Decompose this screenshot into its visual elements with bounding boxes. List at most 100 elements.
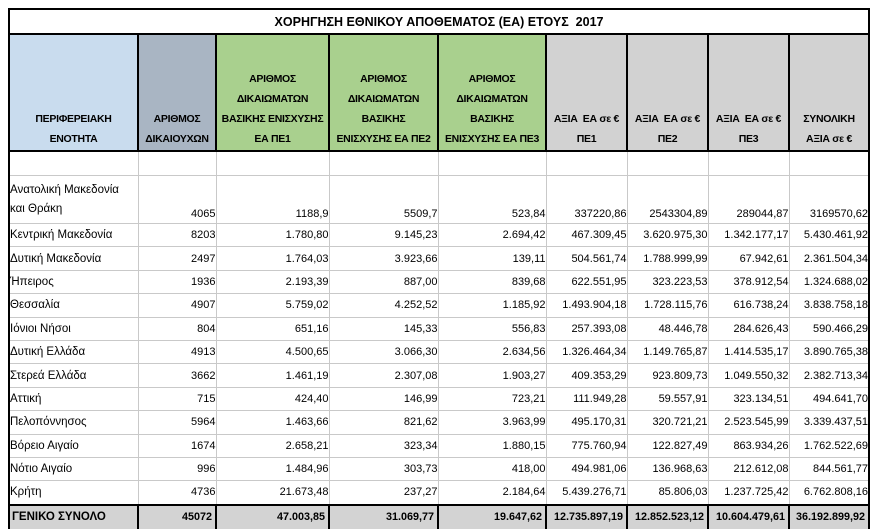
empty-cell-value-pe1 (545, 150, 628, 176)
cell-total-value: 590.466,29 (788, 316, 870, 341)
cell-beneficiaries: 2497 (137, 246, 217, 271)
cell-value-pe3: 1.237.725,42 (707, 480, 790, 506)
cell-value-pe1: 5.439.276,71 (545, 480, 628, 506)
cell-rights-pe3: 1.185,92 (437, 293, 547, 318)
cell-rights-pe3: 139,11 (437, 246, 547, 271)
cell-value-pe2: 923.809,73 (626, 363, 709, 388)
grand-total-rights-pe1: 47.003,85 (215, 503, 330, 529)
region-name: Στερεά Ελλάδα (8, 363, 139, 388)
table-row: Αττική 715 424,40 146,99 723,21 111.949,28 59.… (8, 386, 870, 412)
cell-total-value: 1.324.688,02 (788, 269, 870, 295)
region-name: Ιόνιοι Νήσοι (8, 316, 139, 341)
cell-total-value: 6.762.808,16 (788, 480, 870, 506)
cell-rights-pe2: 887,00 (328, 269, 439, 295)
cell-rights-pe3: 3.963,99 (437, 410, 547, 435)
cell-beneficiaries: 4065 (137, 175, 217, 224)
grand-total-beneficiaries: 45072 (137, 503, 217, 529)
cell-value-pe3: 616.738,24 (707, 293, 790, 318)
cell-value-pe1: 494.981,06 (545, 456, 628, 482)
cell-rights-pe2: 3.066,30 (328, 339, 439, 365)
empty-cell-total-value (788, 150, 870, 176)
cell-value-pe2: 1.788.999,99 (626, 246, 709, 271)
cell-rights-pe1: 1.463,66 (215, 410, 330, 435)
cell-value-pe1: 409.353,29 (545, 363, 628, 388)
spreadsheet-area: ΧΟΡΗΓΗΣΗ ΕΘΝΙΚΟΥ ΑΠΟΘΕΜΑΤΟΣ (ΕΑ) ΕΤΟΥΣ 2… (7, 8, 871, 529)
cell-value-pe3: 67.942,61 (707, 246, 790, 271)
table-row: Βόρειο Αιγαίο 1674 2.658,21 323,34 1.880,15 7… (8, 433, 870, 458)
cell-total-value: 494.641,70 (788, 386, 870, 412)
cell-rights-pe3: 2.694,42 (437, 222, 547, 248)
cell-value-pe3: 284.626,43 (707, 316, 790, 341)
column-header-value-pe2: ΑΞΙΑ ΕΑ σε € ΠΕ2 (626, 33, 709, 152)
column-header-beneficiaries: ΑΡΙΘΜΟΣ ΔΙΚΑΙΟΥΧΩΝ (137, 33, 217, 152)
cell-rights-pe1: 651,16 (215, 316, 330, 341)
grand-total-value-pe1: 12.735.897,19 (545, 503, 628, 529)
cell-beneficiaries: 4913 (137, 339, 217, 365)
cell-total-value: 3.890.765,38 (788, 339, 870, 365)
cell-beneficiaries: 4736 (137, 480, 217, 506)
cell-value-pe3: 378.912,54 (707, 269, 790, 295)
empty-cell-rights-pe2 (328, 150, 439, 176)
cell-value-pe2: 122.827,49 (626, 433, 709, 458)
cell-rights-pe2: 3.923,66 (328, 246, 439, 271)
cell-rights-pe2: 146,99 (328, 386, 439, 412)
grand-total-rights-pe2: 31.069,77 (328, 503, 439, 529)
cell-total-value: 3.838.758,18 (788, 293, 870, 318)
cell-value-pe2: 1.149.765,87 (626, 339, 709, 365)
cell-total-value: 3.339.437,51 (788, 410, 870, 435)
cell-rights-pe1: 1.461,19 (215, 363, 330, 388)
grand-total-row: ΓΕΝΙΚΟ ΣΥΝΟΛΟ 45072 47.003,85 31.069,77 19.6… (8, 503, 871, 529)
cell-rights-pe1: 424,40 (215, 386, 330, 412)
cell-value-pe2: 48.446,78 (626, 316, 709, 341)
cell-value-pe3: 1.049.550,32 (707, 363, 790, 388)
table-row: Κεντρική Μακεδονία 8203 1.780,80 9.145,23 2.… (8, 222, 870, 248)
region-name: Νότιο Αιγαίο (8, 456, 139, 482)
column-header-total-value: ΣΥΝΟΛΙΚΗ ΑΞΙΑ σε € (787, 33, 871, 152)
grand-total-rights-pe3: 19.647,62 (437, 503, 547, 529)
cell-rights-pe3: 2.634,56 (437, 339, 547, 365)
cell-value-pe2: 136.968,63 (626, 456, 709, 482)
cell-beneficiaries: 996 (137, 456, 217, 482)
cell-value-pe1: 257.393,08 (545, 316, 628, 341)
table-row: Ανατολική Μακεδονία και Θράκη 4065 1188,9 5… (8, 175, 870, 224)
table-row: Δυτική Ελλάδα 4913 4.500,65 3.066,30 2.634,5… (8, 339, 870, 365)
region-name: Κρήτη (8, 480, 139, 506)
cell-rights-pe1: 21.673,48 (215, 480, 330, 506)
cell-value-pe3: 323.134,51 (707, 386, 790, 412)
grand-total-value-pe3: 10.604.479,61 (707, 503, 790, 529)
cell-beneficiaries: 3662 (137, 363, 217, 388)
cell-rights-pe2: 5509,7 (328, 175, 439, 224)
cell-rights-pe2: 237,27 (328, 480, 439, 506)
table-row: Στερεά Ελλάδα 3662 1.461,19 2.307,08 1.903,2… (8, 363, 870, 388)
column-header-value-pe1: ΑΞΙΑ ΕΑ σε € ΠΕ1 (545, 33, 628, 152)
cell-value-pe1: 622.551,95 (545, 269, 628, 295)
cell-total-value: 844.561,77 (788, 456, 870, 482)
cell-rights-pe1: 5.759,02 (215, 293, 330, 318)
region-name: Θεσσαλία (8, 293, 139, 318)
cell-rights-pe2: 821,62 (328, 410, 439, 435)
column-header-rights-pe3: ΑΡΙΘΜΟΣ ΔΙΚΑΙΩΜΑΤΩΝ ΒΑΣΙΚΗΣ ΕΝΙΣΧΥΣΗΣ ΕΑ… (437, 33, 547, 152)
column-header-rights-pe1: ΑΡΙΘΜΟΣ ΔΙΚΑΙΩΜΑΤΩΝ ΒΑΣΙΚΗΣ ΕΝΙΣΧΥΣΗΣ ΕΑ… (215, 33, 330, 152)
region-name: Κεντρική Μακεδονία (8, 222, 139, 248)
cell-value-pe2: 323.223,53 (626, 269, 709, 295)
cell-value-pe1: 467.309,45 (545, 222, 628, 248)
cell-beneficiaries: 5964 (137, 410, 217, 435)
cell-rights-pe3: 1.880,15 (437, 433, 547, 458)
cell-rights-pe2: 9.145,23 (328, 222, 439, 248)
cell-value-pe2: 320.721,21 (626, 410, 709, 435)
cell-beneficiaries: 1674 (137, 433, 217, 458)
cell-total-value: 3169570,62 (788, 175, 870, 224)
cell-total-value: 5.430.461,92 (788, 222, 870, 248)
empty-cell-rights-pe3 (437, 150, 547, 176)
table-row: Θεσσαλία 4907 5.759,02 4.252,52 1.185,92 1.49… (8, 293, 870, 318)
table-row: Πελοπόννησος 5964 1.463,66 821,62 3.963,99 49… (8, 410, 870, 435)
cell-rights-pe1: 1188,9 (215, 175, 330, 224)
cell-value-pe1: 1.326.464,34 (545, 339, 628, 365)
cell-rights-pe2: 4.252,52 (328, 293, 439, 318)
cell-value-pe2: 59.557,91 (626, 386, 709, 412)
cell-value-pe3: 289044,87 (707, 175, 790, 224)
region-name: Βόρειο Αιγαίο (8, 433, 139, 458)
table-row: Κρήτη 4736 21.673,48 237,27 2.184,64 5.439.27… (8, 480, 870, 506)
region-name: Ήπειρος (8, 269, 139, 295)
empty-cell-beneficiaries (137, 150, 217, 176)
